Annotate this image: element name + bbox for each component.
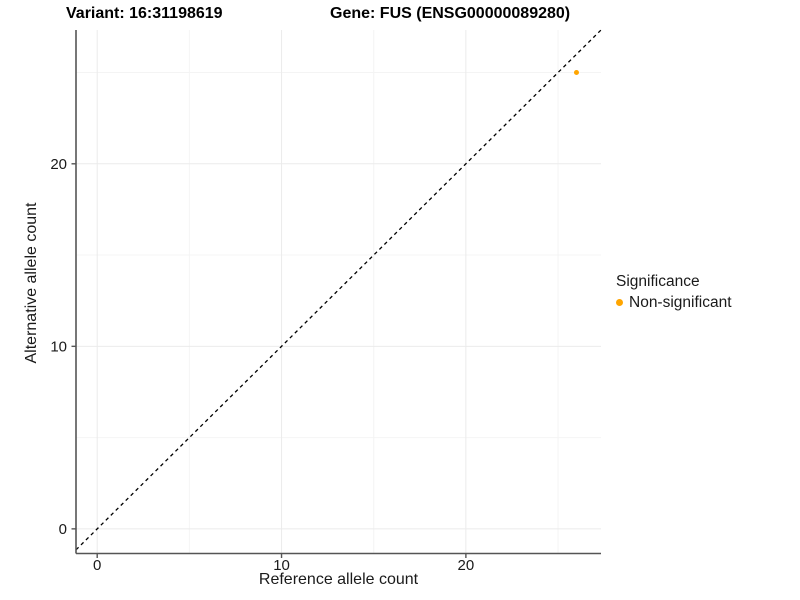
identity-line	[75, 29, 602, 551]
plot-title-variant: Variant: 16:31198619	[66, 5, 223, 22]
legend: Significance Non-significant	[616, 272, 732, 312]
x-tick-label: 20	[458, 557, 475, 574]
legend-title: Significance	[616, 273, 700, 290]
legend-point-icon	[616, 299, 623, 306]
y-tick-label: 10	[50, 338, 67, 355]
y-tick-label: 0	[59, 521, 67, 538]
y-tick-label: 20	[50, 156, 67, 173]
plot-title-gene: Gene: FUS (ENSG00000089280)	[330, 5, 571, 22]
x-tick-label: 0	[93, 557, 101, 574]
x-axis-label: Reference allele count	[258, 571, 419, 588]
legend-item-non-significant: Non-significant	[616, 293, 732, 312]
legend-item-label: Non-significant	[629, 294, 732, 311]
x-tick-label: 10	[273, 557, 290, 574]
data-point	[573, 70, 579, 76]
y-axis-label: Alternative allele count	[23, 202, 40, 364]
